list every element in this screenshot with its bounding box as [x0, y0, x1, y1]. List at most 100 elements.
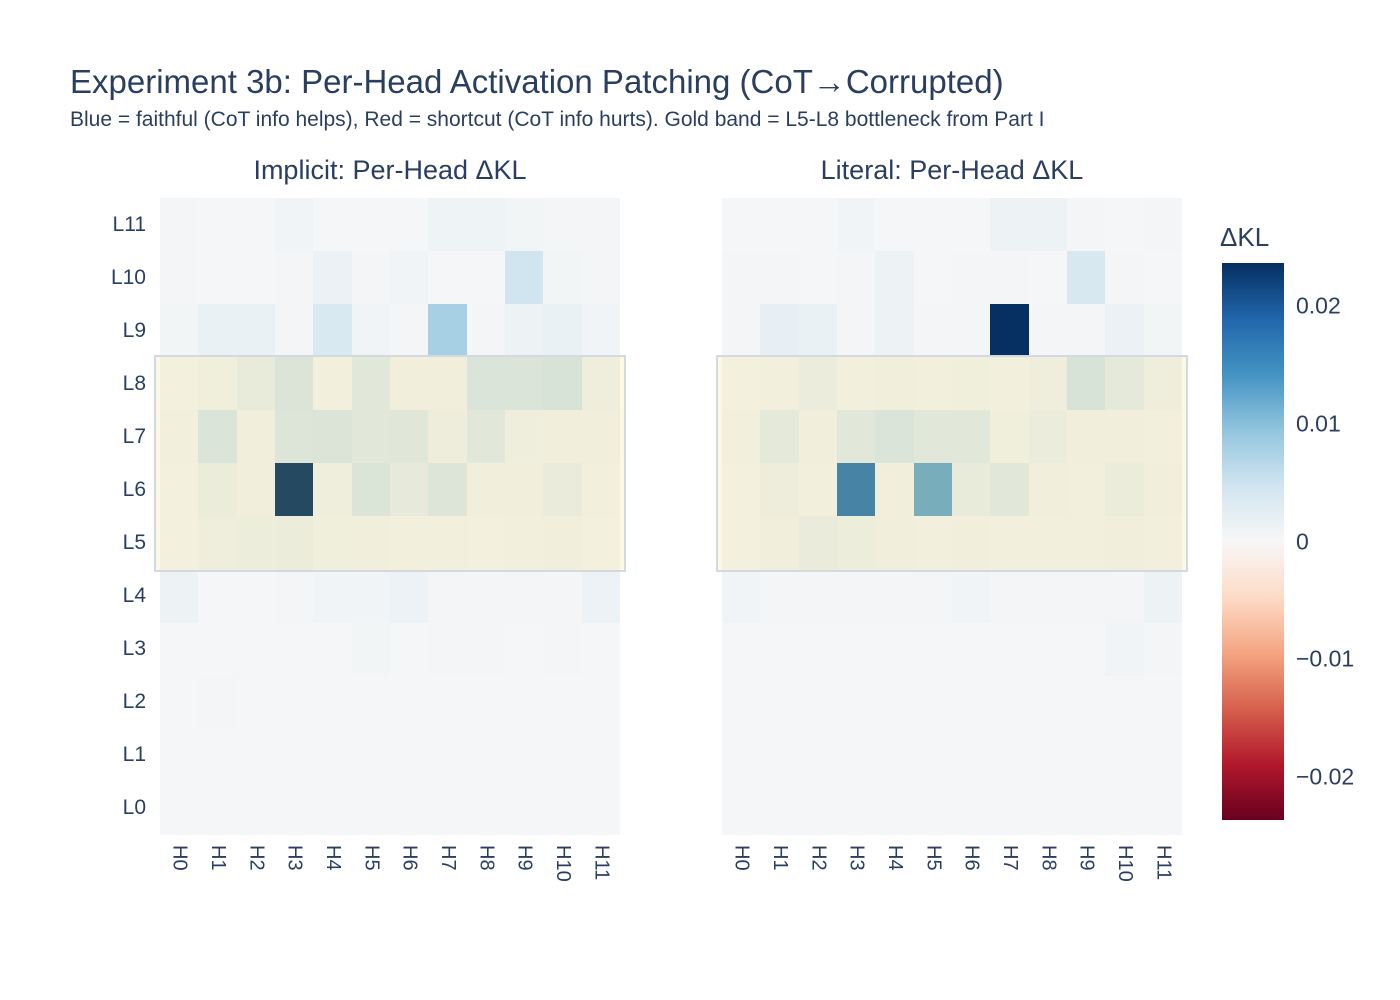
heatmap-cell[interactable]: [1066, 357, 1106, 411]
heatmap-cell[interactable]: [990, 781, 1029, 835]
heatmap-cell[interactable]: [160, 781, 199, 835]
heatmap-cell[interactable]: [951, 675, 991, 729]
heatmap-cell[interactable]: [198, 728, 237, 782]
heatmap-cell[interactable]: [466, 304, 505, 358]
heatmap-cell[interactable]: [1143, 251, 1182, 305]
heatmap-cell[interactable]: [198, 304, 237, 358]
heatmap-cell[interactable]: [389, 304, 429, 358]
heatmap-cell[interactable]: [722, 251, 761, 305]
heatmap-cell[interactable]: [236, 622, 275, 676]
heatmap-cell[interactable]: [504, 304, 544, 358]
heatmap-cell[interactable]: [504, 463, 544, 517]
heatmap-cell[interactable]: [836, 781, 876, 835]
heatmap-cell[interactable]: [313, 304, 352, 358]
heatmap-cell[interactable]: [1028, 251, 1067, 305]
heatmap-cell[interactable]: [760, 728, 799, 782]
heatmap-cell[interactable]: [1028, 675, 1067, 729]
heatmap-cell[interactable]: [1066, 675, 1106, 729]
heatmap-cell[interactable]: [1105, 622, 1144, 676]
heatmap-cell[interactable]: [1028, 198, 1067, 252]
heatmap-grid-implicit[interactable]: [160, 198, 620, 835]
heatmap-cell[interactable]: [990, 198, 1029, 252]
heatmap-cell[interactable]: [951, 516, 991, 570]
heatmap-cell[interactable]: [875, 622, 914, 676]
heatmap-cell[interactable]: [1143, 728, 1182, 782]
heatmap-cell[interactable]: [543, 781, 582, 835]
heatmap-cell[interactable]: [760, 569, 799, 623]
heatmap-cell[interactable]: [198, 569, 237, 623]
heatmap-cell[interactable]: [913, 304, 952, 358]
heatmap-cell[interactable]: [543, 675, 582, 729]
heatmap-cell[interactable]: [1028, 357, 1067, 411]
heatmap-cell[interactable]: [543, 728, 582, 782]
heatmap-cell[interactable]: [543, 357, 582, 411]
heatmap-cell[interactable]: [351, 516, 390, 570]
heatmap-cell[interactable]: [389, 781, 429, 835]
heatmap-cell[interactable]: [990, 728, 1029, 782]
heatmap-cell[interactable]: [543, 516, 582, 570]
heatmap-cell[interactable]: [990, 251, 1029, 305]
heatmap-cell[interactable]: [274, 410, 314, 464]
heatmap-cell[interactable]: [1028, 410, 1067, 464]
heatmap-cell[interactable]: [798, 357, 837, 411]
heatmap-cell[interactable]: [198, 410, 237, 464]
heatmap-cell[interactable]: [990, 516, 1029, 570]
heatmap-cell[interactable]: [160, 622, 199, 676]
heatmap-cell[interactable]: [504, 728, 544, 782]
heatmap-cell[interactable]: [951, 304, 991, 358]
heatmap-cell[interactable]: [951, 410, 991, 464]
heatmap-cell[interactable]: [836, 251, 876, 305]
heatmap-cell[interactable]: [1143, 781, 1182, 835]
heatmap-cell[interactable]: [1028, 304, 1067, 358]
heatmap-cell[interactable]: [836, 516, 876, 570]
heatmap-cell[interactable]: [160, 675, 199, 729]
heatmap-cell[interactable]: [1105, 304, 1144, 358]
heatmap-cell[interactable]: [274, 357, 314, 411]
heatmap-cell[interactable]: [313, 675, 352, 729]
heatmap-cell[interactable]: [543, 410, 582, 464]
heatmap-cell[interactable]: [1066, 410, 1106, 464]
heatmap-cell[interactable]: [836, 728, 876, 782]
heatmap-cell[interactable]: [722, 622, 761, 676]
heatmap-cell[interactable]: [722, 357, 761, 411]
heatmap-cell[interactable]: [798, 781, 837, 835]
heatmap-cell[interactable]: [351, 781, 390, 835]
heatmap-cell[interactable]: [1143, 569, 1182, 623]
heatmap-cell[interactable]: [351, 728, 390, 782]
heatmap-cell[interactable]: [913, 463, 952, 517]
heatmap-cell[interactable]: [1066, 463, 1106, 517]
heatmap-cell[interactable]: [1143, 410, 1182, 464]
heatmap-cell[interactable]: [160, 357, 199, 411]
heatmap-cell[interactable]: [798, 463, 837, 517]
heatmap-cell[interactable]: [313, 357, 352, 411]
heatmap-cell[interactable]: [581, 198, 620, 252]
heatmap-cell[interactable]: [313, 569, 352, 623]
heatmap-cell[interactable]: [160, 251, 199, 305]
heatmap-cell[interactable]: [274, 516, 314, 570]
heatmap-cell[interactable]: [236, 304, 275, 358]
heatmap-cell[interactable]: [313, 781, 352, 835]
heatmap-cell[interactable]: [274, 198, 314, 252]
heatmap-cell[interactable]: [428, 781, 467, 835]
heatmap-cell[interactable]: [389, 251, 429, 305]
heatmap-cell[interactable]: [504, 251, 544, 305]
heatmap-cell[interactable]: [836, 622, 876, 676]
heatmap-cell[interactable]: [722, 781, 761, 835]
heatmap-cell[interactable]: [581, 357, 620, 411]
heatmap-cell[interactable]: [543, 304, 582, 358]
heatmap-cell[interactable]: [836, 357, 876, 411]
heatmap-cell[interactable]: [466, 516, 505, 570]
heatmap-cell[interactable]: [389, 622, 429, 676]
heatmap-cell[interactable]: [836, 569, 876, 623]
heatmap-cell[interactable]: [236, 675, 275, 729]
heatmap-cell[interactable]: [236, 251, 275, 305]
heatmap-cell[interactable]: [1028, 569, 1067, 623]
heatmap-cell[interactable]: [428, 675, 467, 729]
heatmap-cell[interactable]: [875, 463, 914, 517]
heatmap-cell[interactable]: [875, 569, 914, 623]
heatmap-cell[interactable]: [198, 675, 237, 729]
heatmap-cell[interactable]: [543, 251, 582, 305]
heatmap-cell[interactable]: [836, 410, 876, 464]
heatmap-cell[interactable]: [236, 463, 275, 517]
heatmap-cell[interactable]: [466, 251, 505, 305]
